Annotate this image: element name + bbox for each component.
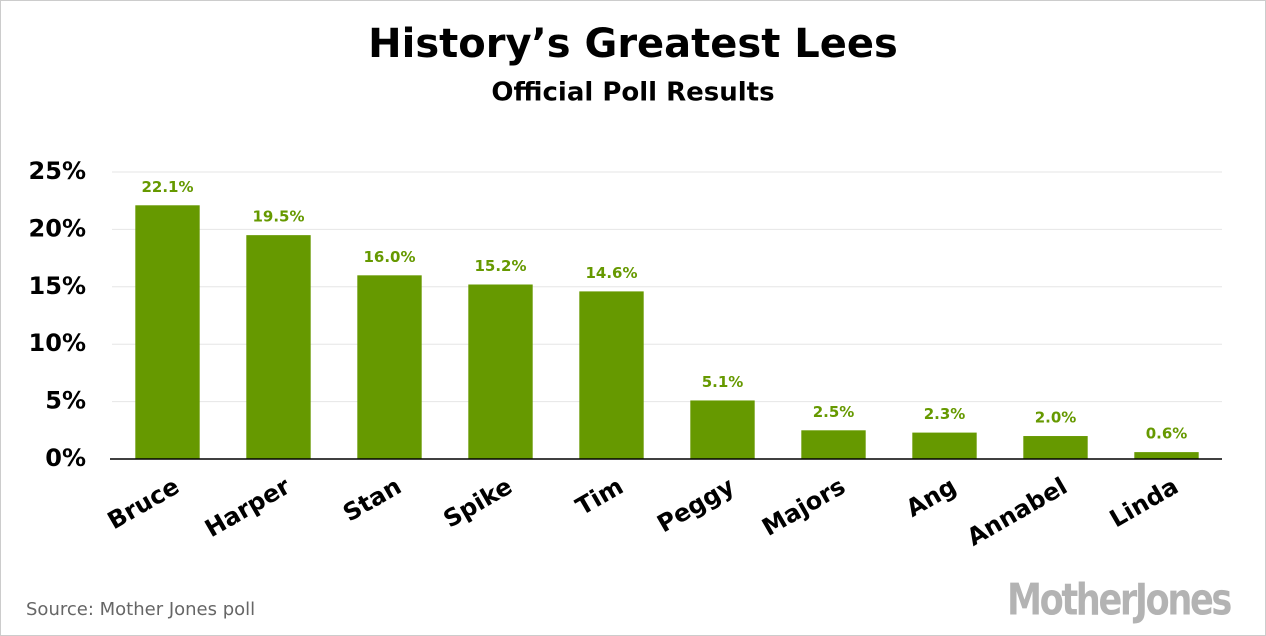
bar bbox=[690, 400, 755, 459]
value-label: 22.1% bbox=[141, 178, 193, 196]
bar bbox=[246, 235, 311, 459]
value-label: 5.1% bbox=[702, 373, 744, 391]
y-tick-label: 5% bbox=[45, 387, 86, 415]
logo: MotherJones bbox=[1007, 575, 1231, 626]
y-tick-label: 20% bbox=[29, 214, 86, 242]
value-label: 19.5% bbox=[252, 208, 304, 226]
value-label: 16.0% bbox=[363, 248, 415, 266]
y-tick-label: 0% bbox=[45, 444, 86, 472]
chart-title: History’s Greatest Lees bbox=[368, 21, 898, 67]
chart-subtitle: Official Poll Results bbox=[491, 78, 774, 108]
bar bbox=[579, 291, 644, 459]
y-tick-label: 10% bbox=[29, 329, 86, 357]
value-label: 15.2% bbox=[474, 257, 526, 275]
y-tick-label: 15% bbox=[29, 272, 86, 300]
value-label: 2.0% bbox=[1035, 409, 1077, 427]
value-label: 14.6% bbox=[585, 264, 637, 282]
bar bbox=[801, 430, 866, 459]
value-label: 0.6% bbox=[1146, 425, 1188, 443]
value-label: 2.3% bbox=[924, 405, 966, 423]
bar bbox=[135, 205, 200, 459]
bar bbox=[357, 275, 422, 459]
bar bbox=[1023, 436, 1088, 459]
y-tick-label: 25% bbox=[29, 157, 86, 185]
bar bbox=[468, 284, 533, 459]
bar bbox=[912, 432, 977, 459]
value-label: 2.5% bbox=[813, 403, 855, 421]
bar bbox=[1134, 452, 1199, 459]
source-note: Source: Mother Jones poll bbox=[26, 599, 255, 620]
